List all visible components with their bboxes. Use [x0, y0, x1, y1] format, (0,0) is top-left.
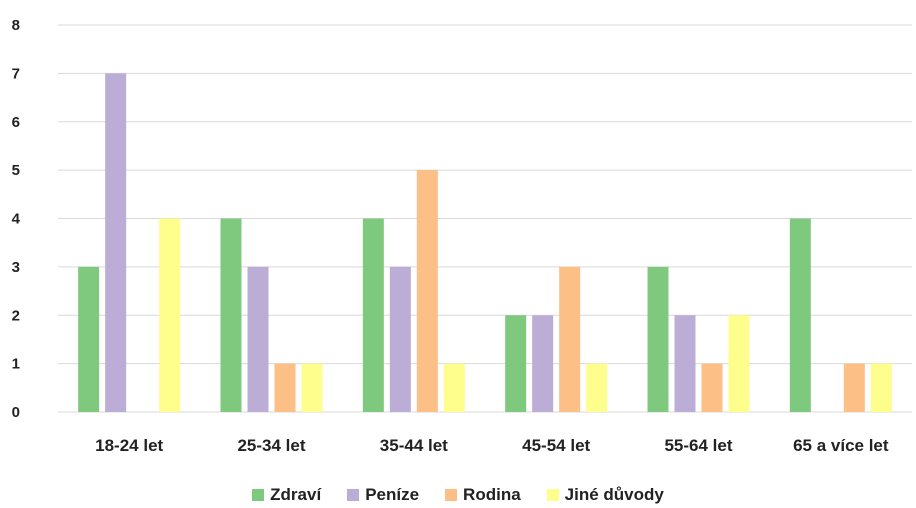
x-category-label: 25-34 let	[237, 436, 305, 455]
y-tick-label: 4	[12, 211, 21, 228]
bar-penize-25-34-let	[247, 266, 269, 412]
bar-rodina-25-34-let	[274, 363, 296, 412]
y-tick-label: 6	[12, 114, 20, 131]
bar-jine-duvody-55-64-let	[728, 315, 750, 412]
bar-zdravi-45-54-let	[505, 315, 527, 412]
legend-swatch-rodina	[445, 489, 458, 501]
bar-penize-35-44-let	[389, 266, 411, 412]
x-axis-labels: 18-24 let 25-34 let 35-44 let 45-54 let 55-6…	[95, 436, 889, 455]
legend-label-jine-duvody: Jiné důvody	[564, 485, 664, 504]
bar-chart: 0 1 2 3 4 5 6 7 8 18-24 let 25-34 let 35-44 let 45-…	[12, 17, 912, 455]
x-category-label: 65 a více let	[793, 436, 889, 455]
bar-jine-duvody-45-54-let	[586, 363, 608, 412]
y-axis-ticks: 0 1 2 3 4 5 6 7 8	[12, 17, 21, 421]
legend-label-penize: Peníze	[365, 485, 420, 504]
bar-zdravi-65-a-vice-let	[789, 218, 811, 412]
bar-penize-18-24-let	[105, 73, 127, 412]
y-tick-label: 5	[12, 162, 20, 179]
legend-item-zdravi: Zdraví	[252, 485, 321, 505]
x-category-label: 45-54 let	[522, 436, 590, 455]
x-category-label: 35-44 let	[380, 436, 448, 455]
bar-zdravi-18-24-let	[78, 266, 100, 412]
legend-item-penize: Peníze	[347, 485, 419, 505]
gridlines	[58, 24, 912, 413]
y-tick-label: 7	[12, 65, 20, 82]
x-category-label: 18-24 let	[95, 436, 163, 455]
bar-jine-duvody-25-34-let	[301, 363, 323, 412]
legend-item-rodina: Rodina	[445, 485, 521, 505]
y-tick-label: 0	[12, 404, 20, 421]
legend-swatch-jine-duvody	[546, 489, 559, 501]
bar-zdravi-25-34-let	[220, 218, 242, 412]
bar-rodina-45-54-let	[559, 266, 581, 412]
legend-label-zdravi: Zdraví	[270, 485, 322, 504]
legend-label-rodina: Rodina	[463, 485, 521, 504]
bar-jine-duvody-65-a-vice-let	[870, 363, 892, 412]
bar-rodina-65-a-vice-let	[843, 363, 865, 412]
bar-rodina-55-64-let	[701, 363, 723, 412]
bar-jine-duvody-35-44-let	[443, 363, 465, 412]
x-category-label: 55-64 let	[664, 436, 732, 455]
legend-swatch-penize	[347, 489, 360, 501]
legend-swatch-zdravi	[252, 489, 265, 501]
bar-penize-55-64-let	[674, 315, 696, 412]
y-tick-label: 3	[12, 259, 20, 276]
bar-zdravi-35-44-let	[362, 218, 384, 412]
bar-jine-duvody-18-24-let	[159, 218, 181, 412]
bars	[78, 73, 892, 412]
bar-zdravi-55-64-let	[647, 266, 669, 412]
legend: Zdraví Peníze Rodina Jiné důvody	[0, 484, 916, 506]
bar-rodina-35-44-let	[416, 170, 438, 412]
y-tick-label: 8	[12, 17, 20, 34]
bar-penize-45-54-let	[532, 315, 554, 412]
y-tick-label: 2	[12, 307, 20, 324]
y-tick-label: 1	[12, 356, 20, 373]
legend-item-jine-duvody: Jiné důvody	[546, 485, 664, 505]
